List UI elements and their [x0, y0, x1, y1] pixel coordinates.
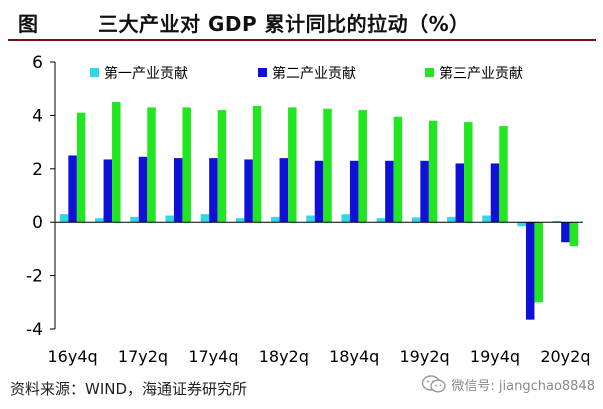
- bar-series-1: [271, 216, 280, 223]
- legend-swatch: [258, 68, 267, 77]
- bar-series-2: [68, 155, 77, 223]
- legend-label: 第一产业贡献: [104, 65, 188, 82]
- legend: 第一产业贡献 第二产业贡献 第三产业贡献: [90, 65, 523, 82]
- bar-series-1: [95, 218, 104, 223]
- bar-series-1: [306, 215, 315, 223]
- wechat-icon: [422, 375, 447, 393]
- bar-series-1: [200, 214, 210, 223]
- y-tick-label: -2: [26, 267, 43, 287]
- bar-series-1: [482, 215, 491, 223]
- bar-series-2: [279, 158, 289, 223]
- bar-series-3: [464, 122, 473, 223]
- legend-swatch: [425, 68, 434, 77]
- bar-series-3: [569, 222, 579, 247]
- bar-series-3: [182, 107, 191, 223]
- bar-series-3: [217, 110, 227, 223]
- bar-series-3: [499, 126, 508, 223]
- x-tick-label: 18y4q: [329, 347, 379, 366]
- bar-series-1: [517, 222, 526, 227]
- bar-series-2: [209, 158, 218, 223]
- y-tick-label: -4: [26, 320, 43, 340]
- bar-series-2: [525, 222, 535, 320]
- watermark-text: 微信号: jiangchao8848: [451, 378, 595, 394]
- bar-series-2: [103, 159, 113, 223]
- legend-label: 第二产业贡献: [272, 65, 356, 82]
- x-tick-label: 17y2q: [118, 347, 168, 366]
- bar-series-2: [138, 156, 148, 223]
- bar-series-2: [561, 222, 570, 243]
- bar-series-1: [341, 214, 350, 223]
- x-tick-label: 19y2q: [400, 347, 450, 366]
- y-axis: -4 -2 0 2 4 6: [26, 53, 56, 340]
- bar-series-3: [252, 106, 262, 223]
- x-tick-label: 16y4q: [48, 347, 98, 366]
- bar-series-1: [235, 218, 245, 223]
- y-tick-label: 4: [32, 106, 43, 126]
- bar-series-2: [173, 158, 183, 223]
- bar-series-3: [112, 102, 121, 223]
- y-tick-label: 0: [32, 213, 43, 233]
- bar-chart: 第一产业贡献 第二产业贡献 第三产业贡献 -4 -2 0 2 4 6 16y4q 17y2q 17…: [26, 53, 590, 366]
- y-tick-label: 6: [32, 53, 43, 73]
- x-tick-label: 20y2q: [540, 347, 590, 366]
- bar-series-2: [385, 160, 394, 223]
- title-divider: [8, 39, 596, 41]
- bar-series-2: [455, 163, 465, 223]
- x-axis: 16y4q 17y2q 17y4q 18y2q 18y4q 19y2q 19y4q 20y2q: [48, 221, 590, 366]
- bar-series-2: [349, 160, 359, 223]
- bar-series-1: [447, 216, 456, 223]
- bar-series-3: [323, 108, 332, 223]
- bar-series-1: [411, 217, 421, 223]
- bar-series-1: [130, 216, 139, 223]
- y-tick-label: 2: [32, 160, 43, 180]
- bar-series-3: [147, 107, 156, 223]
- legend-swatch: [90, 68, 99, 77]
- x-tick-label: 18y2q: [259, 347, 309, 366]
- bar-series-3: [76, 112, 86, 223]
- bar-series-3: [288, 107, 297, 223]
- title-bar: 图 三大产业对 GDP 累计同比的拉动（%）: [0, 0, 603, 40]
- bar-series-3: [428, 120, 438, 223]
- chart-title: 三大产业对 GDP 累计同比的拉动（%）: [98, 12, 470, 36]
- watermark: 微信号: jiangchao8848: [421, 374, 595, 394]
- x-tick-label: 19y4q: [470, 347, 520, 366]
- bar-series-2: [314, 160, 324, 223]
- bar-series-3: [358, 110, 367, 223]
- bar-series-1: [165, 215, 174, 223]
- bar-series-3: [393, 116, 403, 223]
- figure-label: 图: [18, 12, 38, 36]
- bar-series-1: [59, 214, 69, 223]
- bar-series-2: [490, 163, 500, 223]
- legend-label: 第三产业贡献: [439, 65, 523, 82]
- bar-series-1: [376, 218, 386, 223]
- bar-series-3: [534, 222, 543, 303]
- bar-series-2: [244, 159, 253, 223]
- bars: [59, 102, 579, 320]
- x-tick-label: 17y4q: [188, 347, 238, 366]
- bar-series-2: [420, 160, 429, 223]
- bar-series-1: [552, 220, 562, 223]
- source-note: 资料来源：WIND，海通证券研究所: [10, 380, 248, 398]
